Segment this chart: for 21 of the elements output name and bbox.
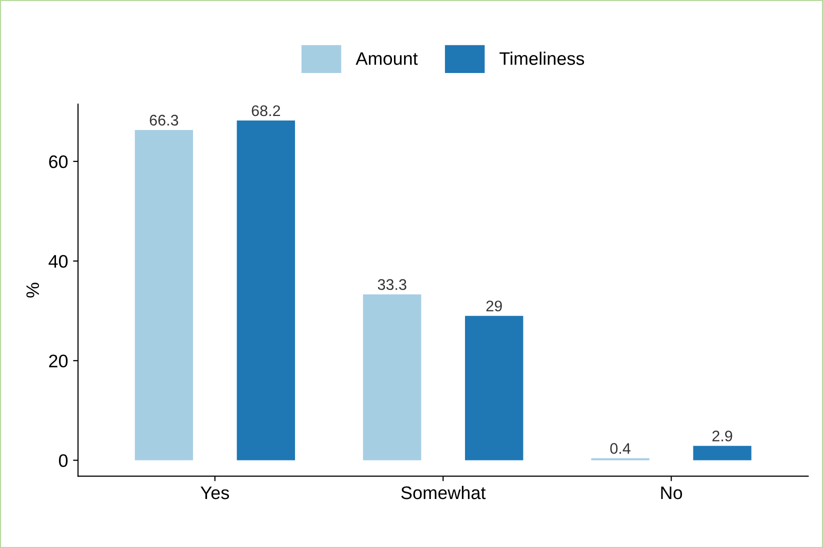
legend-label: Amount [356,52,418,65]
bar [363,294,422,460]
data-label: 68.2 [252,105,280,116]
y-tick-label: 60 [49,155,68,168]
x-tick-label: Somewhat [401,486,486,500]
x-tick-label: Yes [200,486,230,500]
data-label: 2.9 [712,430,732,442]
legend-label: Timeliness [500,52,584,65]
y-axis-title: % [26,282,40,298]
bar [693,446,752,460]
y-tick-label: 40 [48,254,68,268]
data-label: 33.3 [378,279,406,290]
bar [236,120,296,460]
data-label: 29 [486,300,502,312]
bar [465,316,524,460]
y-tick-label: 20 [49,354,68,368]
bar [134,130,194,460]
data-label: 0.4 [610,443,630,454]
y-tick-label: 0 [58,454,68,467]
x-tick-label: No [661,486,682,500]
data-label: 66.3 [150,114,178,126]
